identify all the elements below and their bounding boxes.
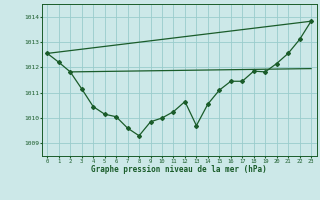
X-axis label: Graphe pression niveau de la mer (hPa): Graphe pression niveau de la mer (hPa) xyxy=(91,165,267,174)
